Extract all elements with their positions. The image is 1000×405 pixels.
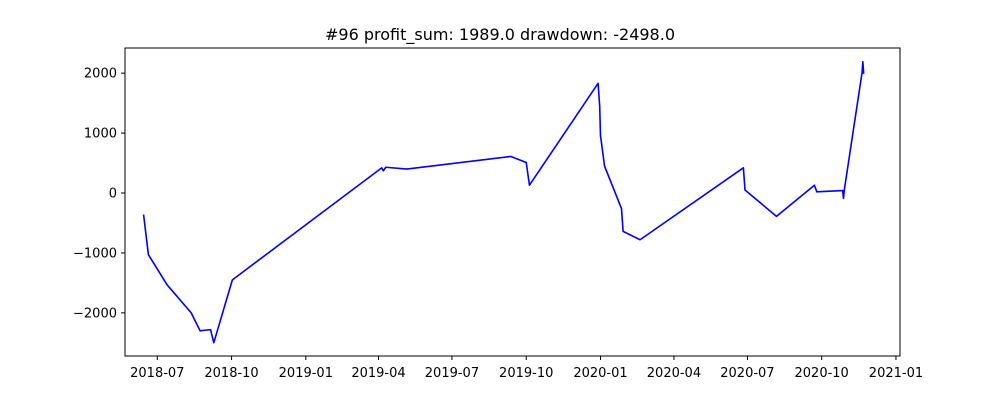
x-tick-label: 2021-01 [869,366,923,381]
x-axis: 2018-07 2018-10 2019-01 2019-04 2019-07 2019-… [130,356,923,381]
y-tick-label: −2000 [73,306,117,321]
y-tick-label: 1000 [84,127,117,142]
axes-frame [124,47,901,357]
y-tick-label: 0 [109,187,117,202]
series-line [142,60,865,344]
x-tick-label: 2020-10 [795,366,849,381]
x-tick-label: 2020-07 [720,366,774,381]
y-tick-label: 2000 [84,67,117,82]
plot-area [142,60,865,344]
chart-title: #96 profit_sum: 1989.0 drawdown: -2498.0 [325,25,675,45]
y-axis: −2000 −1000 0 1000 2000 [73,67,125,321]
x-tick-label: 2018-07 [130,366,184,381]
x-tick-label: 2020-04 [647,366,701,381]
y-tick-label: −1000 [73,246,117,261]
x-tick-label: 2019-10 [499,366,553,381]
x-tick-label: 2020-01 [573,366,627,381]
x-tick-label: 2019-07 [425,366,479,381]
x-tick-label: 2018-10 [204,366,258,381]
x-tick-label: 2019-04 [351,366,405,381]
x-tick-label: 2019-01 [279,366,333,381]
